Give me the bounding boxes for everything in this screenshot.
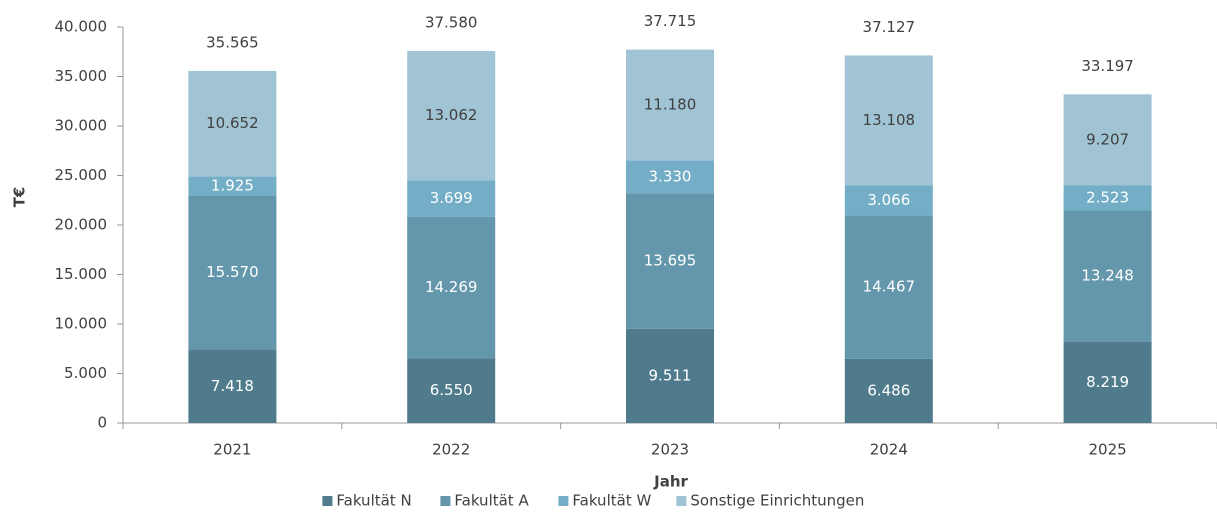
- value-label: 7.418: [211, 377, 254, 395]
- y-tick-label: 15.000: [55, 265, 108, 283]
- value-label: 13.248: [1081, 267, 1134, 285]
- value-label: 9.207: [1086, 130, 1129, 148]
- y-tick-label: 0: [97, 414, 107, 432]
- value-label: 13.695: [644, 252, 697, 270]
- bar-segment: [407, 180, 496, 217]
- bar-segment: [407, 216, 496, 359]
- value-label: 6.550: [430, 381, 473, 399]
- x-tick-label: 2025: [1089, 441, 1127, 459]
- value-label: 14.467: [863, 278, 916, 296]
- bar-segment: [1063, 94, 1152, 186]
- value-label: 10.652: [206, 114, 259, 132]
- total-label: 33.197: [1081, 57, 1134, 75]
- legend-swatch: [676, 496, 687, 506]
- value-label: 13.108: [863, 111, 916, 129]
- bar-segment: [407, 358, 496, 423]
- bar-segment: [626, 49, 714, 161]
- x-tick-label: 2023: [651, 441, 689, 459]
- value-label: 14.269: [425, 278, 478, 296]
- bar-segment: [844, 215, 933, 359]
- y-axis-title: T€: [11, 187, 29, 208]
- legend-label: Fakultät N: [336, 492, 411, 510]
- bar-segment: [1063, 341, 1152, 423]
- y-tick-label: 10.000: [55, 315, 108, 333]
- value-label: 1.925: [211, 176, 254, 194]
- total-label: 37.580: [425, 13, 478, 31]
- total-label: 37.715: [644, 12, 697, 30]
- y-tick-label: 40.000: [55, 18, 108, 36]
- bar-segment: [844, 55, 933, 186]
- value-label: 13.062: [425, 106, 478, 124]
- bar-segment: [188, 195, 277, 350]
- value-label: 8.219: [1086, 373, 1129, 391]
- bar-segment: [1063, 185, 1152, 211]
- bar-segment: [188, 349, 277, 423]
- value-label: 11.180: [644, 95, 697, 113]
- legend-label: Sonstige Einrichtungen: [690, 492, 864, 510]
- value-label: 3.066: [867, 191, 910, 209]
- value-label: 6.486: [867, 381, 910, 399]
- legend-label: Fakultät W: [572, 492, 651, 510]
- value-label: 9.511: [649, 366, 692, 384]
- value-label: 3.330: [649, 167, 692, 185]
- bar-segment: [844, 358, 933, 423]
- value-label: 3.699: [430, 189, 473, 207]
- total-label: 37.127: [863, 18, 916, 36]
- y-tick-label: 35.000: [55, 67, 108, 85]
- value-label: 2.523: [1086, 188, 1129, 206]
- y-tick-label: 25.000: [55, 166, 108, 184]
- bar-segment: [1063, 210, 1152, 342]
- y-tick-label: 20.000: [55, 216, 108, 234]
- x-tick-label: 2022: [432, 441, 470, 459]
- bar-segment: [188, 70, 277, 177]
- y-tick-label: 30.000: [55, 117, 108, 135]
- bar-segment: [626, 193, 714, 329]
- value-label: 15.570: [206, 263, 259, 281]
- x-tick-label: 2024: [870, 441, 908, 459]
- bar-segment: [188, 176, 277, 196]
- x-axis-title: Jahr: [653, 473, 688, 491]
- legend-swatch: [558, 496, 569, 506]
- bar-segment: [844, 185, 933, 216]
- legend-label: Fakultät A: [454, 492, 529, 510]
- bar-segment: [626, 160, 714, 194]
- y-tick-label: 5.000: [64, 364, 107, 382]
- bar-segment: [626, 328, 714, 423]
- total-label: 35.565: [206, 33, 259, 51]
- bar-segment: [407, 50, 496, 181]
- legend-swatch: [440, 496, 451, 506]
- x-tick-label: 2021: [213, 441, 251, 459]
- legend-swatch: [322, 496, 333, 506]
